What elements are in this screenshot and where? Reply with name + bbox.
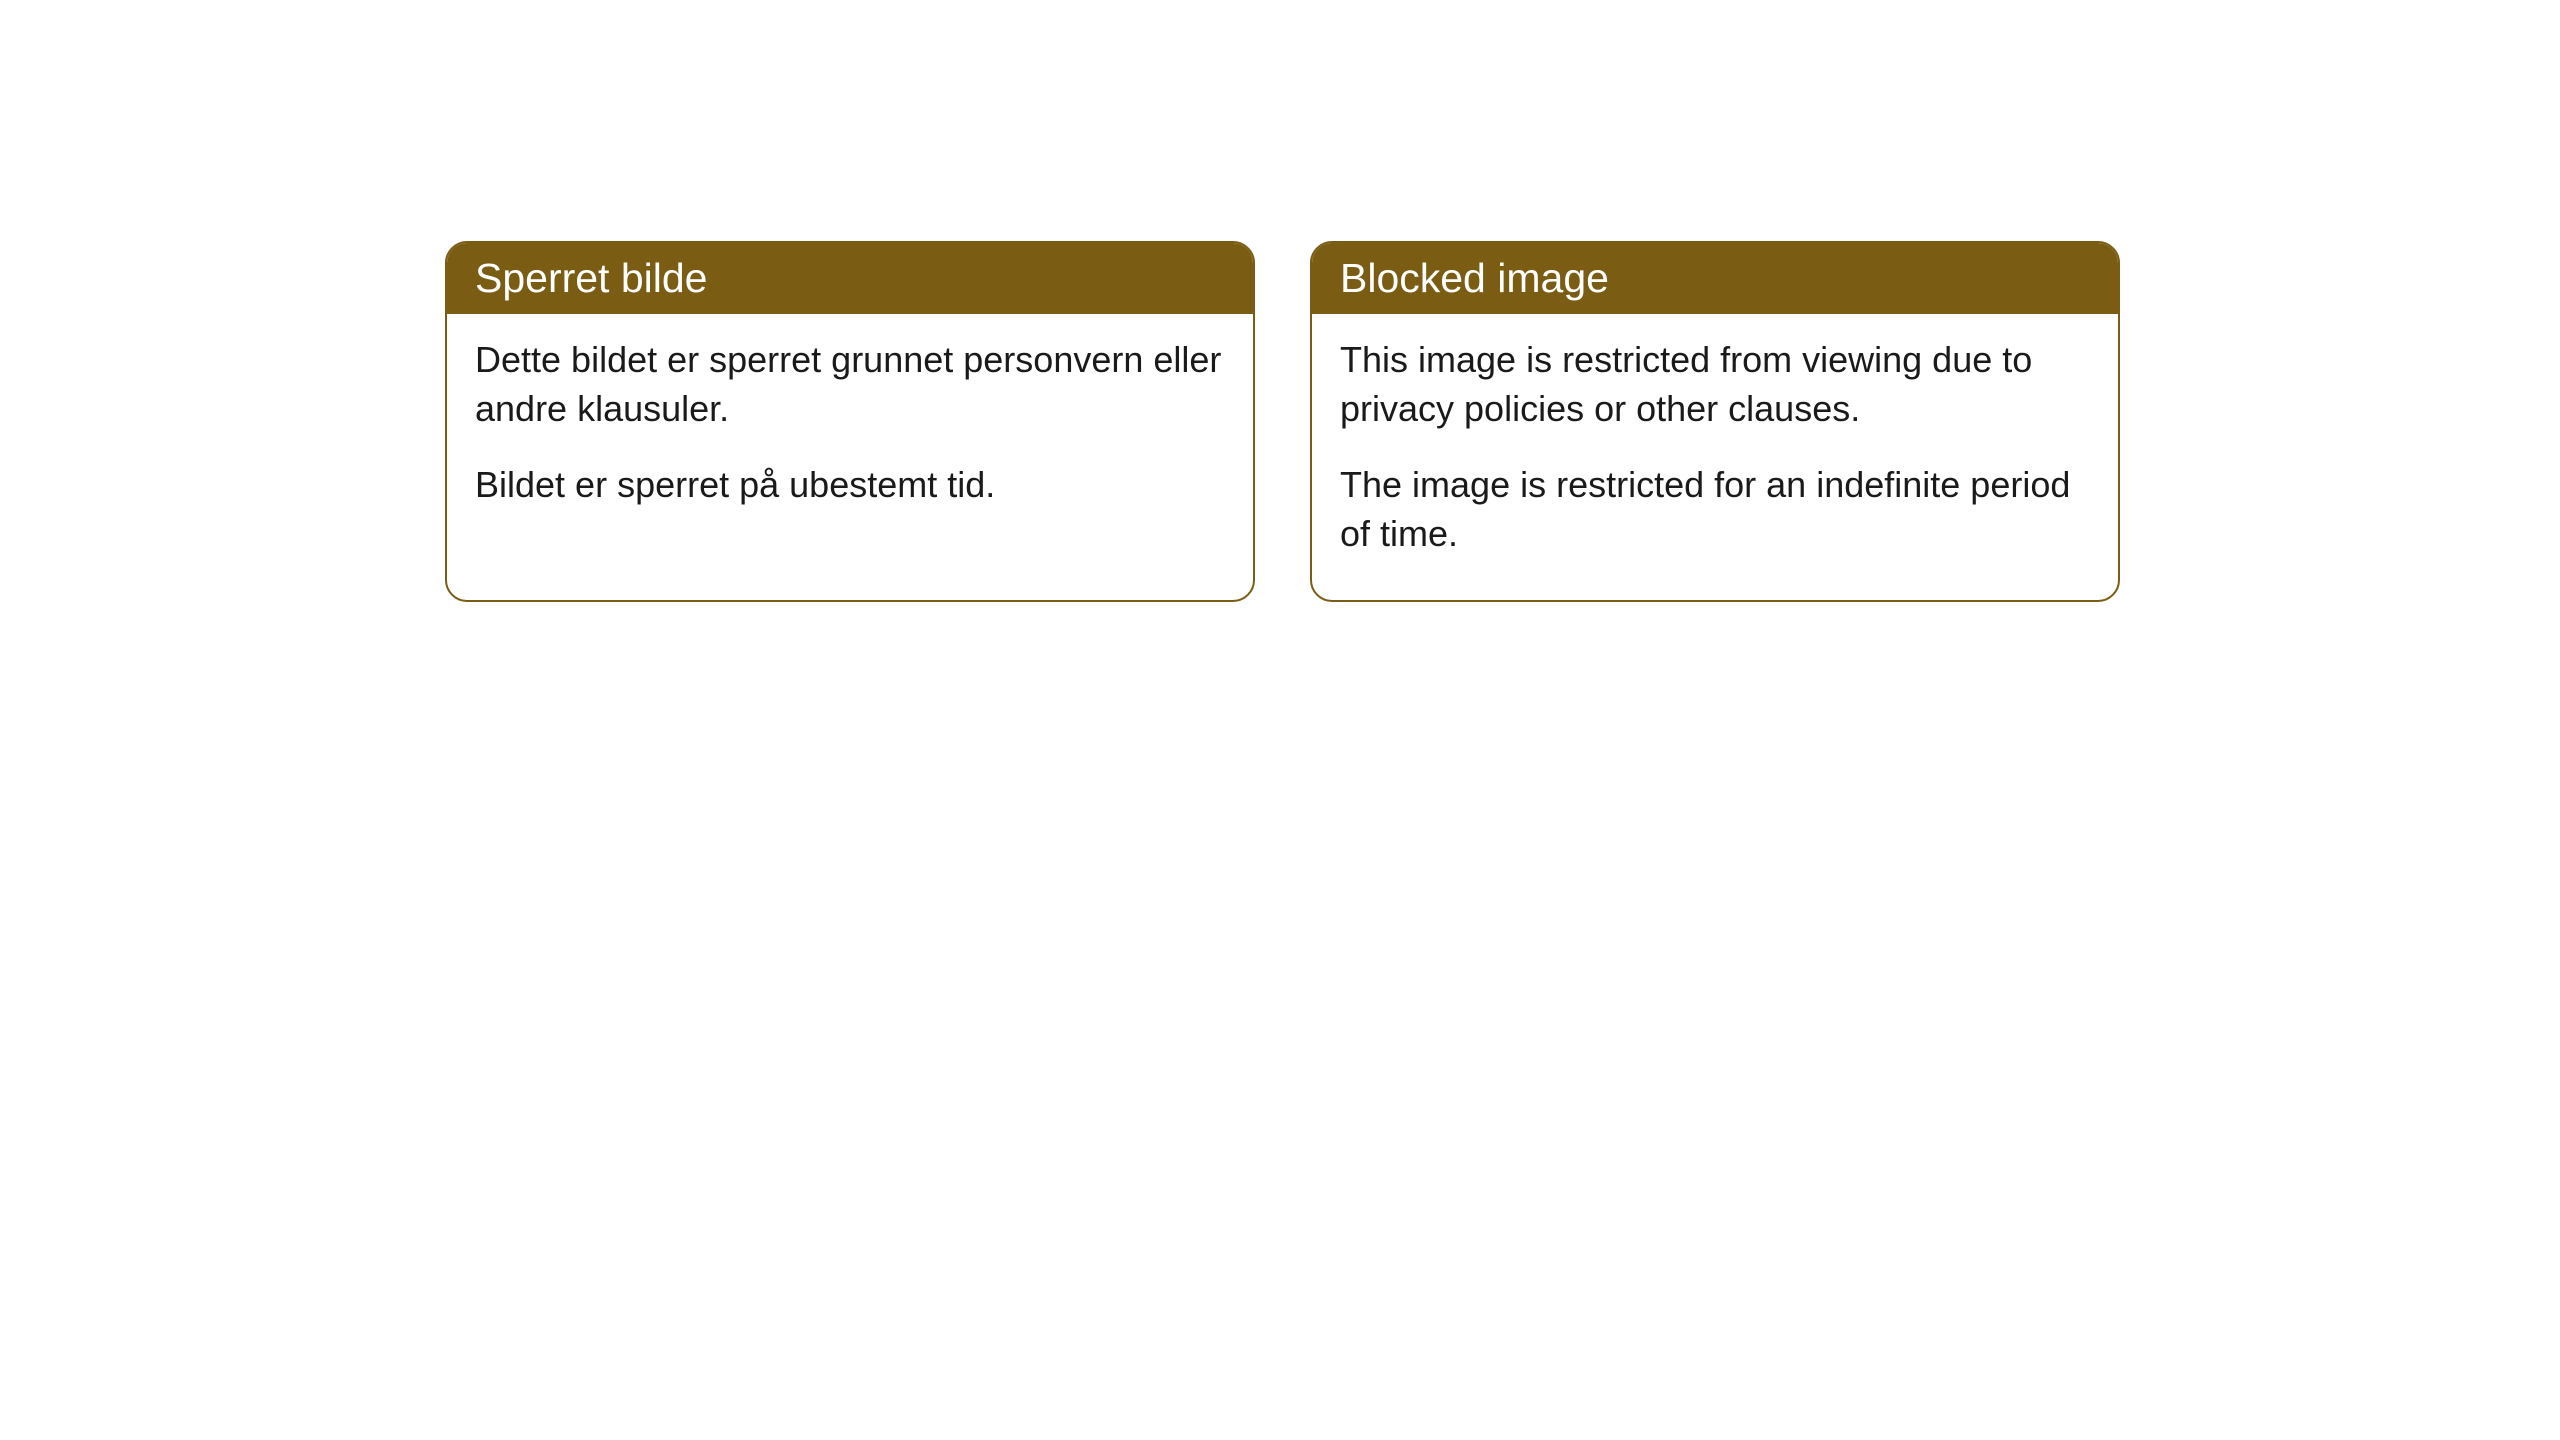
card-header: Sperret bilde: [447, 243, 1253, 314]
notice-card-norwegian: Sperret bilde Dette bildet er sperret gr…: [445, 241, 1255, 602]
card-title: Sperret bilde: [475, 255, 707, 301]
card-body: This image is restricted from viewing du…: [1312, 314, 2118, 600]
card-paragraph: The image is restricted for an indefinit…: [1340, 461, 2090, 558]
notice-card-english: Blocked image This image is restricted f…: [1310, 241, 2120, 602]
notice-cards-container: Sperret bilde Dette bildet er sperret gr…: [445, 241, 2120, 602]
card-paragraph: Bildet er sperret på ubestemt tid.: [475, 461, 1225, 510]
card-paragraph: This image is restricted from viewing du…: [1340, 336, 2090, 433]
card-header: Blocked image: [1312, 243, 2118, 314]
card-body: Dette bildet er sperret grunnet personve…: [447, 314, 1253, 552]
card-paragraph: Dette bildet er sperret grunnet personve…: [475, 336, 1225, 433]
card-title: Blocked image: [1340, 255, 1609, 301]
